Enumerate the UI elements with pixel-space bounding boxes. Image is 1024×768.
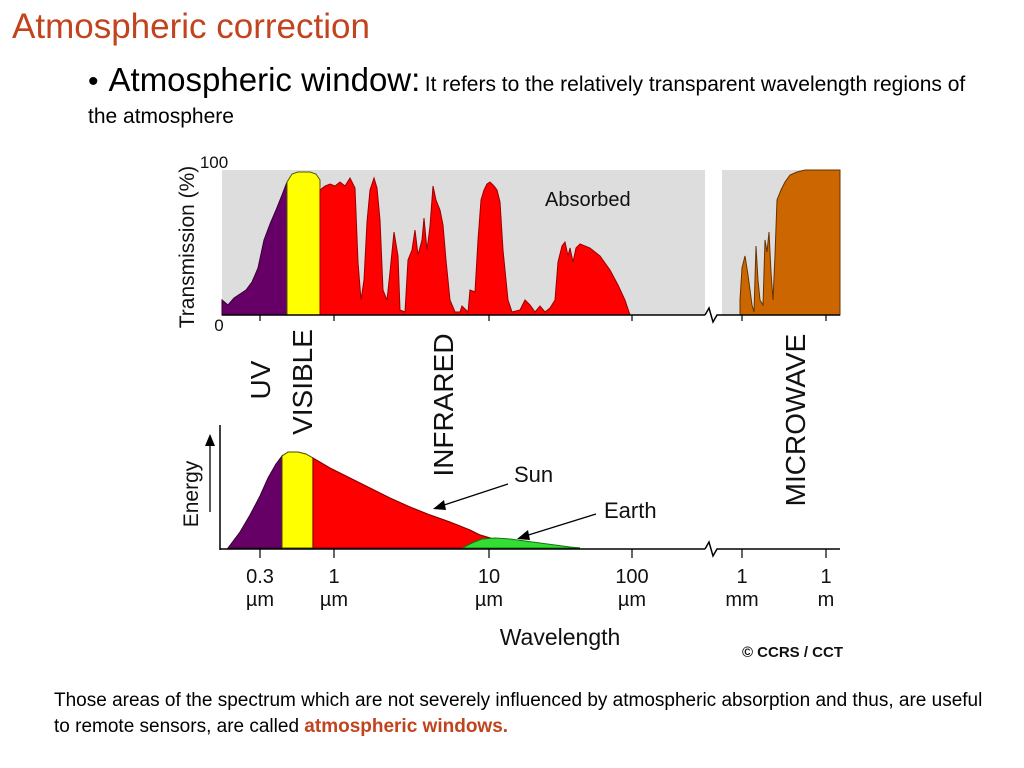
energy-x-ticks <box>259 549 827 558</box>
bullet-point: • Atmospheric window: It refers to the re… <box>88 58 988 131</box>
xtick-value-1: 1 <box>328 566 339 588</box>
transmission-ytick-100: 100 <box>200 153 228 172</box>
axis-break-bottom <box>704 540 722 558</box>
copyright-credit: © CCRS / CCT <box>742 644 843 661</box>
region-label-infrared: INFRARED <box>428 333 459 476</box>
earth-emission-area <box>461 537 581 549</box>
wavelength-tick-labels: 0.3 µm 1 µm 10 µm 100 µm 1 mm 1 m <box>246 566 834 611</box>
xtick-unit-0: µm <box>246 589 274 611</box>
sun-visible-area <box>281 451 314 549</box>
xtick-value-4: 1 <box>736 566 747 588</box>
transmission-y-axis-label: Transmission (%) <box>176 166 199 329</box>
uv-transmission-area <box>221 181 288 316</box>
atmospheric-window-figure: Absorbed 100 0 Transmission (%) UV VISIB… <box>176 153 843 661</box>
earth-label: Earth <box>604 498 657 523</box>
bullet-description: It refers to the relatively transparent … <box>88 73 966 128</box>
region-label-microwave: MICROWAVE <box>780 334 811 507</box>
transmission-ytick-0: 0 <box>214 316 223 335</box>
axis-break-top <box>704 306 722 324</box>
xtick-unit-4: mm <box>725 589 758 611</box>
xtick-value-0: 0.3 <box>246 566 274 588</box>
region-label-visible: VISIBLE <box>287 329 318 435</box>
bullet-dot-icon: • <box>88 65 99 98</box>
microwave-transmission-area <box>739 169 841 316</box>
wavelength-x-axis-label: Wavelength <box>500 624 621 650</box>
caption-paragraph: Those areas of the spectrum which are no… <box>54 688 984 739</box>
bullet-term: Atmospheric window: <box>108 61 421 98</box>
xtick-unit-2: µm <box>475 589 503 611</box>
sun-label: Sun <box>514 462 553 487</box>
infrared-transmission-area <box>319 176 631 316</box>
transmission-chart: Absorbed 100 0 Transmission (%) <box>176 153 841 335</box>
sun-callout-line <box>437 483 509 508</box>
caption-highlight: atmospheric windows <box>304 715 503 737</box>
xtick-unit-1: µm <box>320 589 348 611</box>
caption-text: Those areas of the spectrum which are no… <box>54 690 983 737</box>
energy-y-arrow-head-icon <box>205 434 215 446</box>
xtick-value-2: 10 <box>478 566 500 588</box>
xtick-unit-3: µm <box>618 589 646 611</box>
xtick-value-5: 1 <box>820 566 831 588</box>
caption-period: . <box>502 715 509 737</box>
earth-callout-line <box>521 513 597 538</box>
energy-y-axis-label: Energy <box>180 460 203 527</box>
slide-title: Atmospheric correction <box>12 7 370 46</box>
xtick-value-3: 100 <box>615 566 648 588</box>
earth-callout-arrow-icon <box>517 530 530 540</box>
visible-transmission-area <box>286 171 321 316</box>
xtick-unit-5: m <box>818 589 835 611</box>
region-label-uv: UV <box>245 360 276 399</box>
sun-callout-arrow-icon <box>433 500 446 510</box>
spectrum-region-labels: UV VISIBLE INFRARED MICROWAVE <box>245 329 811 506</box>
transmission-x-ticks <box>259 315 827 321</box>
energy-chart: Energy Sun Earth 0.3 µm 1 µm 10 µm 100 µ… <box>180 425 843 661</box>
sun-uv-area <box>227 454 283 549</box>
absorbed-label: Absorbed <box>545 189 631 211</box>
